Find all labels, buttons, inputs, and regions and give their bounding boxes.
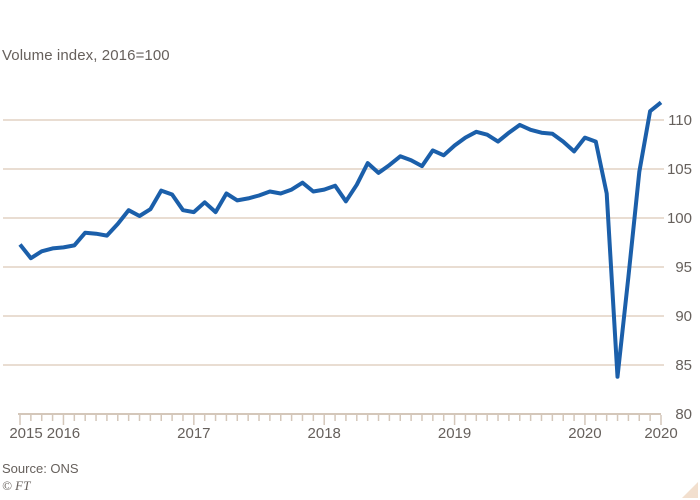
y-axis-label: 90 bbox=[675, 308, 692, 325]
x-axis-label: 2018 bbox=[308, 425, 341, 442]
resize-corner-icon bbox=[682, 482, 698, 498]
y-axis-label: 85 bbox=[675, 357, 692, 374]
y-axis-label: 110 bbox=[668, 112, 692, 129]
x-axis-label: 2020 bbox=[568, 425, 601, 442]
x-axis-label: 2019 bbox=[438, 425, 471, 442]
y-axis-label: 105 bbox=[667, 161, 692, 178]
source-label: Source: ONS bbox=[2, 461, 79, 476]
x-axis-label: 2015 bbox=[9, 425, 42, 442]
x-axis-label: 2020 bbox=[644, 425, 677, 442]
y-axis-label: 80 bbox=[675, 406, 692, 423]
y-axis-label: 100 bbox=[667, 210, 692, 227]
ft-credit: © FT bbox=[2, 478, 31, 493]
x-axis-label: 2017 bbox=[177, 425, 210, 442]
series-line bbox=[18, 100, 663, 379]
chart-subtitle: Volume index, 2016=100 bbox=[2, 47, 170, 64]
x-axis-label: 2016 bbox=[47, 425, 80, 442]
y-axis-label: 95 bbox=[675, 259, 692, 276]
